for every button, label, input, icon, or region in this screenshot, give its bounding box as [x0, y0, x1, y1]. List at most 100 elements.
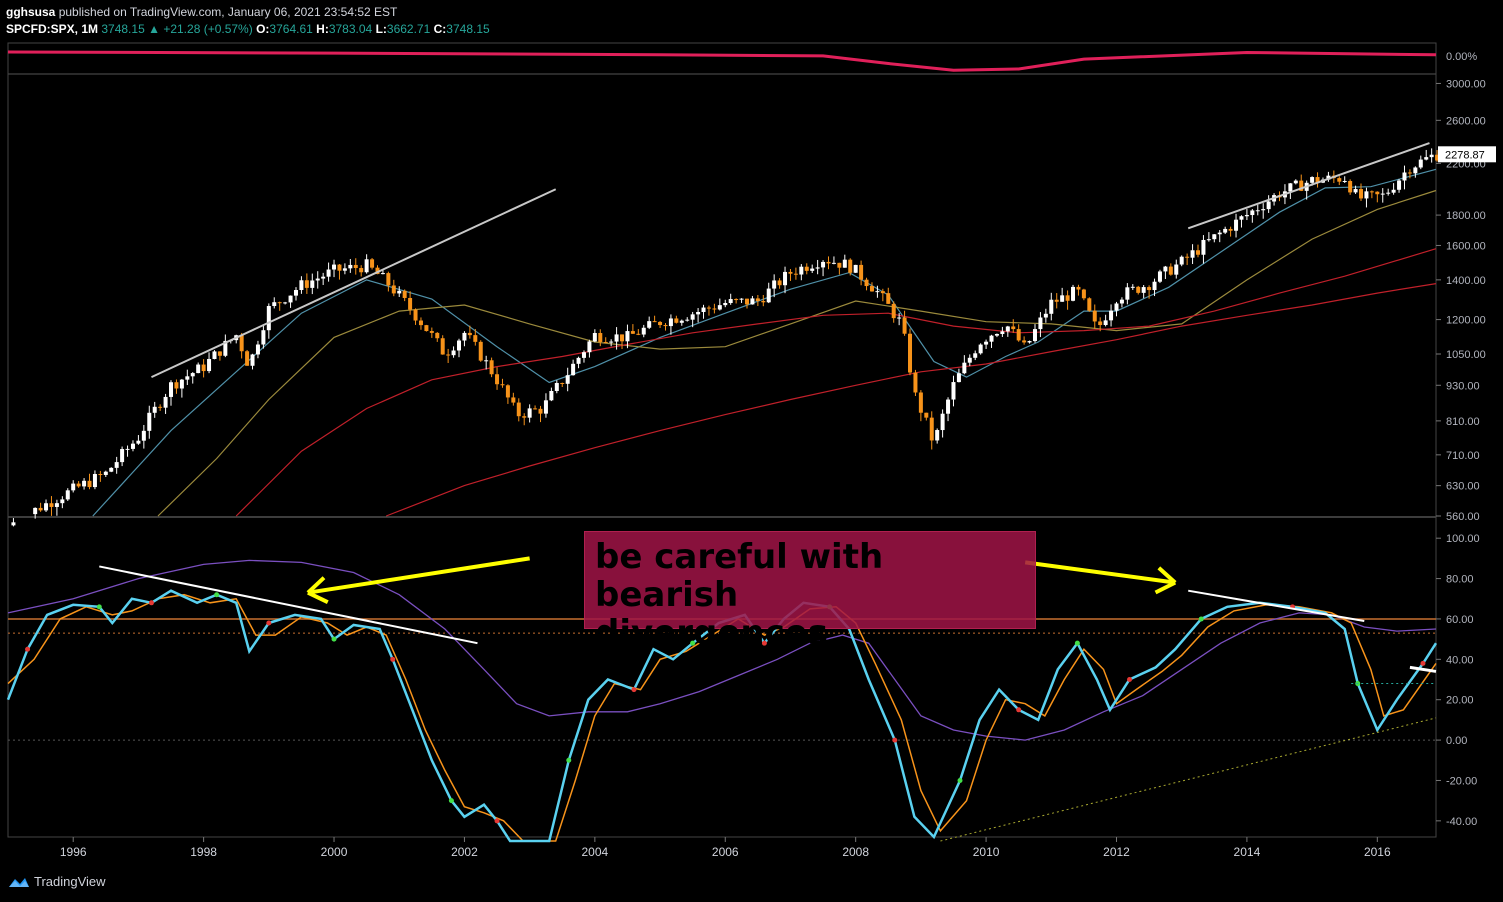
cross-marker	[390, 656, 396, 662]
time-axis-label: 1998	[190, 845, 217, 859]
candle-body	[543, 400, 548, 414]
symbol-legend: SPCFD:SPX, 1M 3748.15 ▲ +21.28 (+0.57%) …	[6, 22, 490, 36]
candle-body	[120, 449, 125, 463]
annotation-arrow	[1024, 560, 1177, 595]
candle-body	[1239, 216, 1244, 220]
candle	[750, 295, 755, 305]
oscillator-rsi-line	[7, 559, 1437, 741]
candle-body	[886, 293, 891, 304]
price-axis-label: 630.00	[1446, 481, 1480, 493]
candle	[114, 456, 119, 474]
annotation-box[interactable]: be careful with bearish divergences	[584, 531, 1036, 652]
candle	[1418, 155, 1423, 170]
candle-body	[1136, 286, 1141, 293]
candle-body	[462, 332, 467, 341]
candle	[989, 334, 994, 348]
candle-body	[587, 341, 592, 353]
publisher-name[interactable]: gghsusa	[6, 5, 56, 19]
candle-body	[1087, 298, 1092, 311]
candle-body	[1163, 266, 1168, 272]
oscillator-trendline	[99, 565, 478, 645]
top-pane-tick-label: 0.00%	[1446, 51, 1477, 63]
candle-body	[1005, 326, 1010, 332]
candle-body	[1407, 172, 1412, 174]
candle	[549, 387, 554, 402]
candle	[1315, 172, 1320, 188]
candle-body	[1402, 172, 1407, 181]
candle	[533, 405, 538, 410]
candle	[674, 315, 679, 324]
candle-body	[625, 331, 630, 342]
candle	[1206, 232, 1211, 242]
candle	[625, 324, 630, 349]
candle-body	[500, 384, 505, 386]
publish-date: published on TradingView.com, January 06…	[58, 5, 398, 19]
candle	[831, 256, 836, 265]
candle	[1348, 179, 1353, 195]
candle	[136, 435, 141, 445]
candle-body	[690, 314, 695, 320]
candle-body	[810, 268, 815, 271]
candle	[761, 294, 766, 307]
candle-body	[1435, 154, 1440, 161]
candle-body	[87, 480, 92, 488]
candle	[848, 258, 853, 276]
candle	[918, 390, 923, 422]
candle	[1337, 176, 1342, 186]
candle	[1255, 204, 1260, 216]
candle	[163, 393, 168, 414]
candle-body	[891, 303, 896, 319]
candle	[418, 317, 423, 330]
candle	[174, 379, 179, 394]
candle-body	[1076, 286, 1081, 290]
candle	[1190, 244, 1195, 265]
candle	[391, 279, 396, 297]
time-axis-label: 2006	[712, 845, 739, 859]
oscillator-axis-label: 60.00	[1446, 614, 1474, 626]
candle-body	[386, 273, 391, 286]
price-trendline	[1187, 142, 1430, 230]
price-axis-label: 1800.00	[1446, 210, 1486, 222]
candle-body	[1353, 189, 1358, 193]
candle	[1043, 308, 1048, 323]
candle	[1000, 326, 1005, 337]
candle	[152, 401, 157, 418]
candle	[935, 428, 940, 444]
candle	[1136, 285, 1141, 295]
candle-body	[147, 412, 152, 431]
moving-average-line	[385, 283, 1437, 517]
moving-average-line	[92, 168, 1437, 517]
candle	[826, 256, 831, 270]
candle	[788, 268, 793, 281]
cross-marker	[494, 818, 500, 824]
candle-body	[174, 382, 179, 389]
candle	[755, 294, 760, 306]
price-axis-label: 930.00	[1446, 380, 1480, 392]
candle	[880, 288, 885, 302]
candle-body	[734, 299, 739, 301]
candle-body	[98, 474, 103, 476]
candle	[810, 264, 815, 274]
candle	[886, 287, 891, 304]
oscillator-axis-label: 40.00	[1446, 654, 1474, 666]
candle	[364, 254, 369, 274]
candle-body	[706, 307, 711, 309]
candle	[212, 350, 217, 360]
candle-body	[451, 350, 456, 356]
candle	[201, 359, 206, 378]
symbol-name[interactable]: SPCFD:SPX, 1M	[6, 22, 99, 36]
candle	[1250, 209, 1255, 223]
candle-body	[391, 285, 396, 294]
footer-brand[interactable]: TradingView	[8, 874, 106, 889]
candle	[196, 362, 201, 374]
candle	[696, 308, 701, 323]
candle-body	[755, 298, 760, 301]
candle-body	[989, 335, 994, 342]
candle	[283, 301, 288, 305]
candle	[956, 368, 961, 383]
time-axis-label: 2000	[321, 845, 348, 859]
candle	[277, 301, 282, 311]
candle	[620, 334, 625, 350]
candle-body	[897, 317, 902, 319]
